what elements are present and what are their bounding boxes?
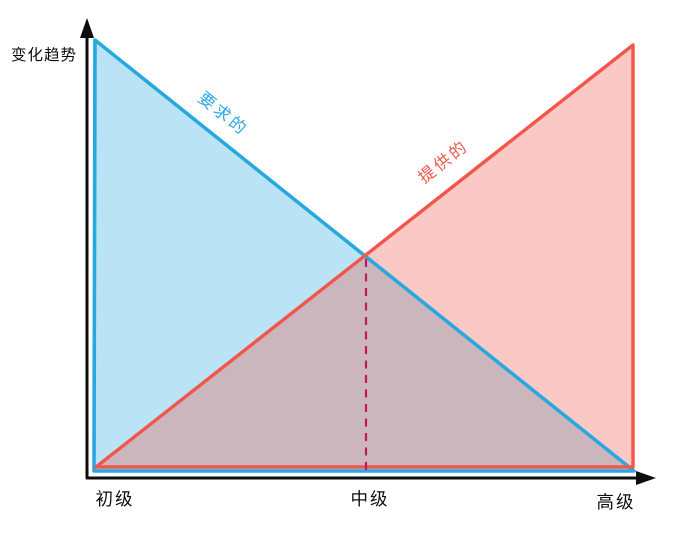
supply-line xyxy=(94,43,635,469)
y-axis-arrow-icon xyxy=(80,18,94,38)
x-tick-beginner: 初级 xyxy=(96,490,135,510)
x-axis-arrow-icon xyxy=(636,471,656,485)
x-tick-advanced: 高级 xyxy=(597,493,636,513)
y-axis-label: 变化趋势 xyxy=(11,46,77,64)
x-tick-intermediate: 中级 xyxy=(351,490,390,510)
